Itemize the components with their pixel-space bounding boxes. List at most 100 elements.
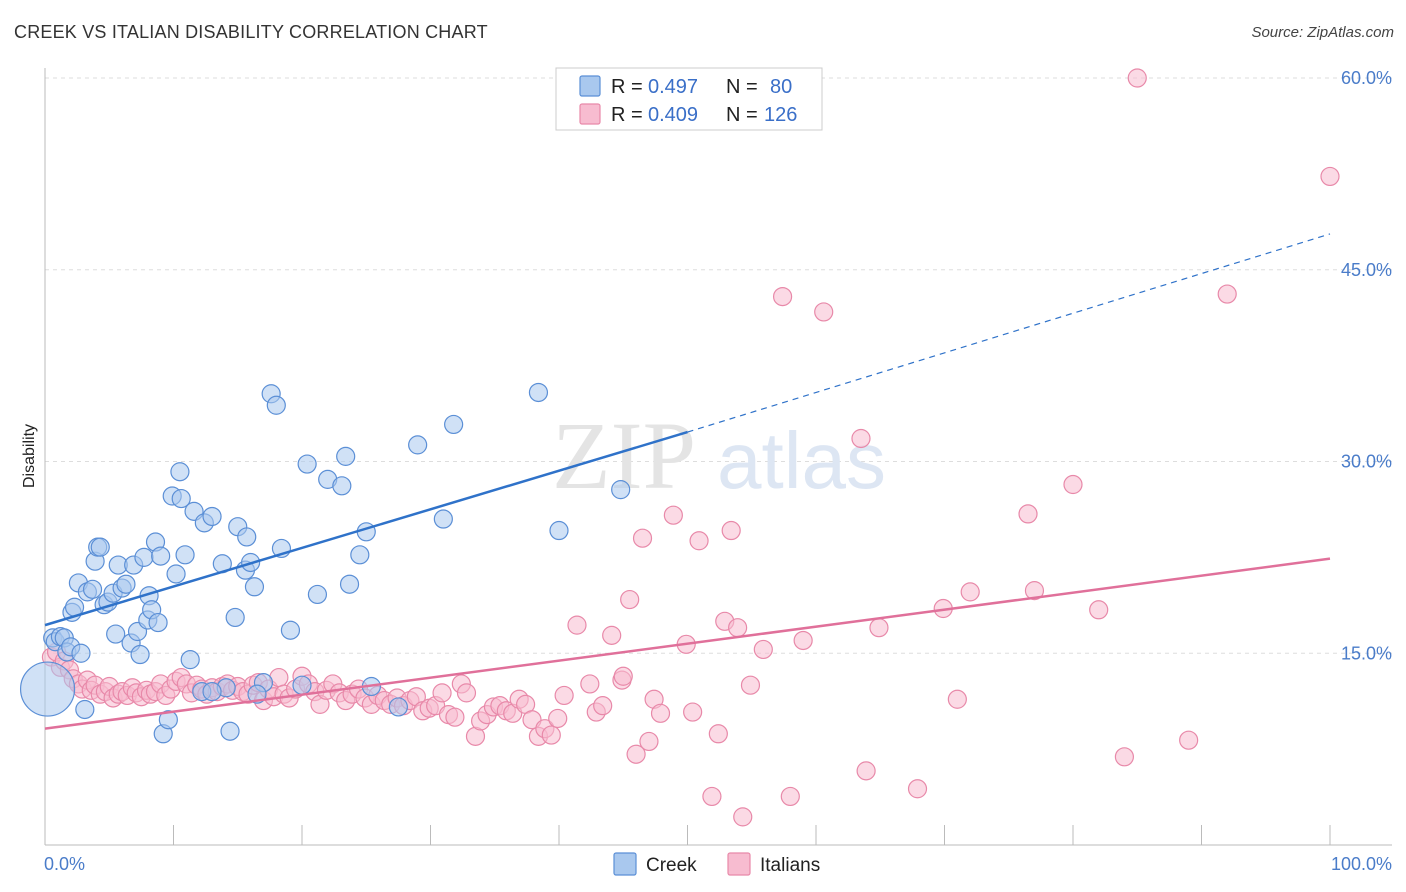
- italians-point: [728, 618, 748, 638]
- creek-point: [332, 476, 352, 496]
- creek-point: [180, 650, 200, 670]
- italians-point: [626, 744, 646, 764]
- italians-point: [1114, 747, 1135, 767]
- italians-point: [1179, 730, 1199, 750]
- italians-point: [1018, 504, 1038, 524]
- y-tick-labels: 15.0% 30.0% 45.0% 60.0%: [1341, 68, 1392, 663]
- creek-point: [388, 697, 408, 717]
- creek-point: [225, 607, 245, 628]
- creek-point: [171, 488, 191, 509]
- italians-point: [960, 582, 980, 602]
- italians-point: [1320, 166, 1340, 187]
- creek-point: [339, 574, 360, 594]
- creek-point: [350, 545, 370, 565]
- creek-point: [158, 710, 178, 730]
- chart-title: CREEK VS ITALIAN DISABILITY CORRELATION …: [14, 22, 488, 42]
- italians-point: [602, 625, 622, 645]
- creek-point: [71, 643, 91, 663]
- bottom-legend-swatch-creek: [613, 852, 637, 876]
- italians-point: [856, 761, 876, 781]
- italians-point: [548, 708, 568, 729]
- italians-point: [1217, 284, 1237, 304]
- creek-point: [220, 721, 240, 741]
- italians-point: [814, 302, 834, 322]
- creek-point: [166, 564, 186, 584]
- italians-point: [869, 618, 889, 638]
- legend-r-label-creek: R =: [611, 76, 643, 98]
- creek-point: [202, 681, 222, 702]
- italians-point: [947, 689, 967, 709]
- italians-point: [593, 696, 613, 716]
- creek-point: [336, 446, 356, 466]
- italians-point: [708, 724, 728, 744]
- italians-point: [1089, 600, 1109, 620]
- legend-r-value-creek: 0.497: [648, 76, 698, 98]
- bottom-legend-label-italians: Italians: [760, 855, 820, 876]
- creek-point: [19, 661, 76, 717]
- creek-point: [175, 545, 195, 565]
- italians-point: [793, 630, 813, 651]
- italians-point: [650, 703, 671, 723]
- legend-swatch-creek: [579, 75, 601, 97]
- italians-point: [1127, 68, 1147, 88]
- italians-point: [772, 286, 793, 307]
- legend-n-value-italians: 126: [764, 104, 797, 126]
- creek-point: [106, 624, 126, 644]
- italians-point: [567, 615, 587, 635]
- grid-lines: [45, 77, 1392, 654]
- italians-point: [1024, 581, 1045, 601]
- creek-point: [549, 520, 569, 541]
- bottom-legend: Creek Italians: [613, 852, 820, 876]
- x-tick-labels: 0.0% 100.0%: [44, 854, 1392, 874]
- italians-point: [851, 428, 871, 449]
- italians-point: [639, 731, 659, 752]
- italians-point: [740, 675, 761, 695]
- chart-source: Source: ZipAtlas.com: [1251, 24, 1394, 41]
- creek-point: [280, 620, 301, 640]
- creek-point: [292, 675, 312, 695]
- creek-point: [247, 684, 267, 704]
- legend-n-label-creek: N =: [726, 76, 758, 98]
- italians-point: [620, 589, 640, 610]
- creek-point: [75, 699, 95, 720]
- y-tick-label: 60.0%: [1341, 68, 1392, 88]
- top-legend: R = 0.497 N = 80 R = 0.409 N = 126: [555, 67, 823, 131]
- y-axis-label: Disability: [21, 424, 38, 488]
- italians-point: [613, 666, 633, 686]
- creek-point: [297, 454, 317, 474]
- creek-point: [444, 414, 464, 435]
- italians-point: [907, 779, 928, 799]
- creek-trend-line: [44, 430, 688, 627]
- italians-point: [1063, 474, 1083, 495]
- italians-point: [753, 639, 773, 660]
- italians-point: [683, 702, 703, 722]
- creek-trend-extension: [687, 233, 1331, 433]
- creek-point: [151, 546, 171, 566]
- creek-point: [237, 527, 257, 547]
- bottom-legend-label-creek: Creek: [646, 855, 697, 876]
- italians-point: [580, 674, 600, 694]
- italians-point: [432, 683, 452, 703]
- italians-point: [689, 531, 709, 551]
- legend-n-label-italians: N =: [726, 104, 758, 126]
- creek-point: [130, 644, 150, 665]
- creek-point: [433, 509, 453, 529]
- creek-point: [611, 480, 631, 500]
- italians-point: [445, 707, 465, 727]
- creek-point: [148, 612, 168, 633]
- x-tick-label: 0.0%: [44, 854, 85, 874]
- creek-point: [244, 577, 265, 597]
- italians-point: [780, 786, 800, 807]
- creek-point: [90, 537, 110, 557]
- creek-point: [116, 574, 136, 594]
- creek-point: [134, 547, 154, 567]
- y-tick-label: 45.0%: [1341, 260, 1392, 280]
- legend-r-label-italians: R =: [611, 104, 643, 126]
- creek-point: [82, 579, 103, 599]
- legend-n-value-creek: 80: [770, 76, 792, 98]
- creek-point: [307, 584, 328, 605]
- y-tick-label: 30.0%: [1341, 452, 1392, 472]
- italians-point: [663, 505, 683, 525]
- creek-points: [19, 382, 631, 744]
